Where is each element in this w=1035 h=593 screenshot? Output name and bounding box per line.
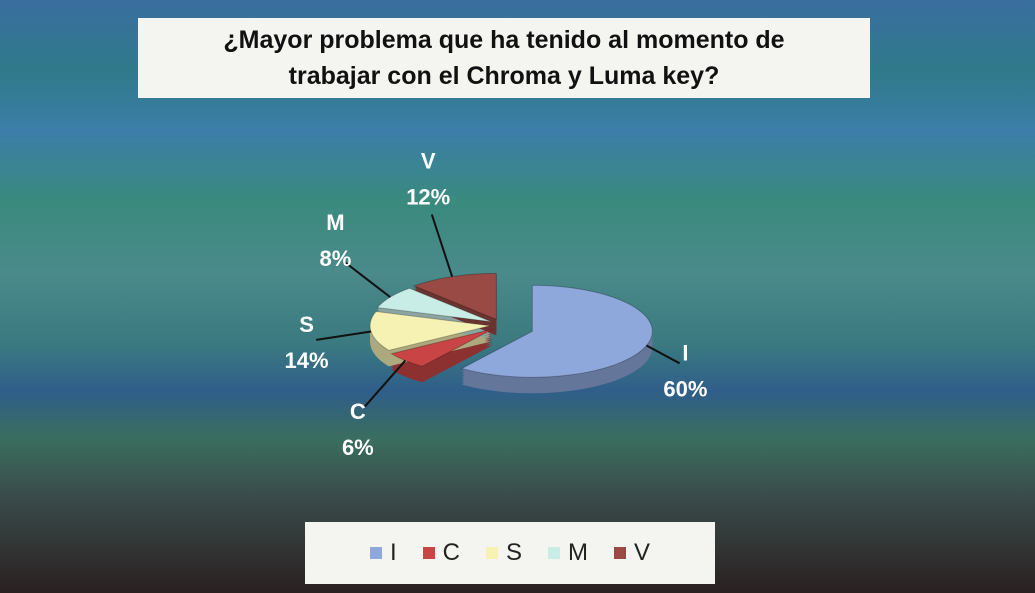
leader-line (430, 214, 454, 277)
slice-name: V (421, 149, 436, 174)
slice-value-label: 6% (342, 435, 374, 460)
slice (376, 287, 492, 323)
legend-label: C (442, 539, 460, 566)
leader-line (316, 330, 372, 341)
leader-line (645, 344, 681, 365)
slice-name: M (326, 210, 344, 235)
leader-line (342, 260, 391, 298)
legend-item: M (548, 539, 588, 567)
legend-item: S (485, 539, 522, 567)
chart-title: ¿Mayor problema que ha tenido al momento… (138, 18, 870, 98)
legend-swatch (614, 547, 626, 559)
slice-value-label: 14% (285, 348, 329, 373)
slice-name: C (350, 399, 366, 424)
legend-item: V (614, 539, 650, 567)
legend-item: I (369, 539, 397, 567)
leader-line (364, 359, 406, 408)
legend-swatch (485, 547, 498, 559)
legend-label: I (389, 539, 397, 566)
slice-value-label: 8% (319, 246, 351, 271)
legend-label: V (634, 539, 651, 566)
legend-label: M (568, 539, 588, 566)
legend-swatch (548, 547, 560, 559)
slice (460, 284, 653, 378)
slice (390, 328, 493, 367)
legend-item: C (422, 539, 460, 567)
slice-name: I (682, 341, 688, 366)
slice-value-label: 12% (406, 185, 450, 210)
legend-label: S (505, 539, 522, 566)
slice-name: S (299, 312, 314, 337)
legend-swatch (369, 547, 382, 559)
legend-swatch (422, 547, 435, 559)
slice-value-label: 60% (663, 377, 707, 402)
